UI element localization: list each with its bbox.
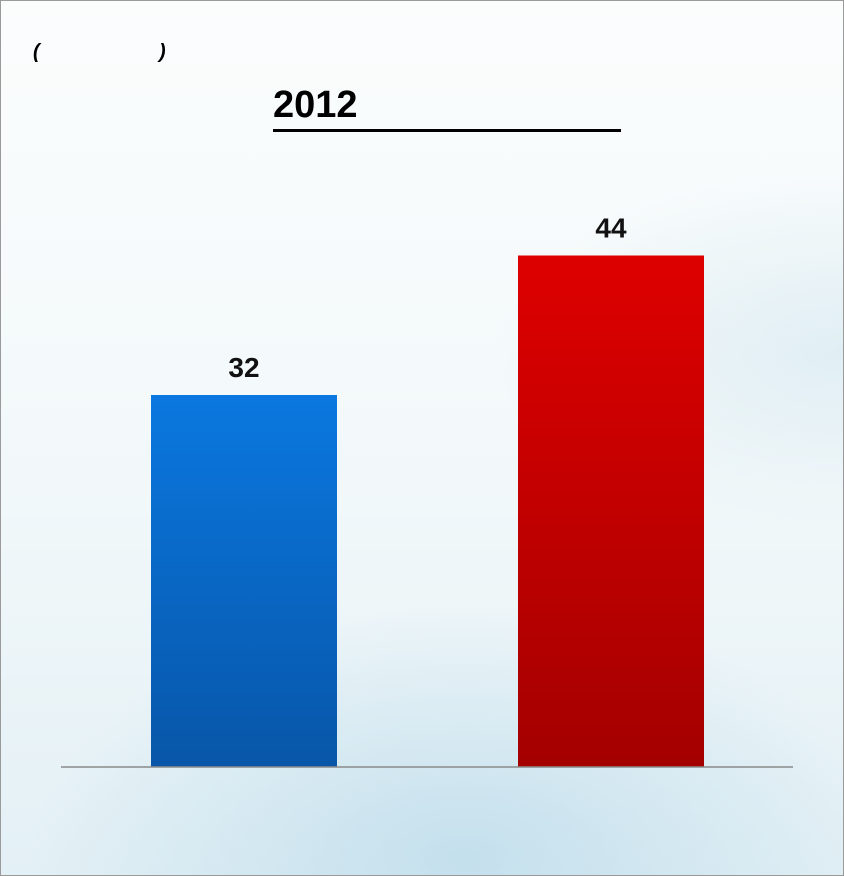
- bar-value-label-0: 32: [228, 352, 259, 383]
- right-parenthesis: ): [159, 41, 166, 63]
- bar-value-label-1: 44: [595, 213, 627, 244]
- bars-group: 32 44: [151, 213, 704, 767]
- title-underline: [273, 129, 621, 132]
- bar-1: [518, 255, 704, 767]
- bar-0: [151, 395, 337, 767]
- left-parenthesis: (: [33, 41, 40, 63]
- chart-title: 2012: [273, 84, 358, 126]
